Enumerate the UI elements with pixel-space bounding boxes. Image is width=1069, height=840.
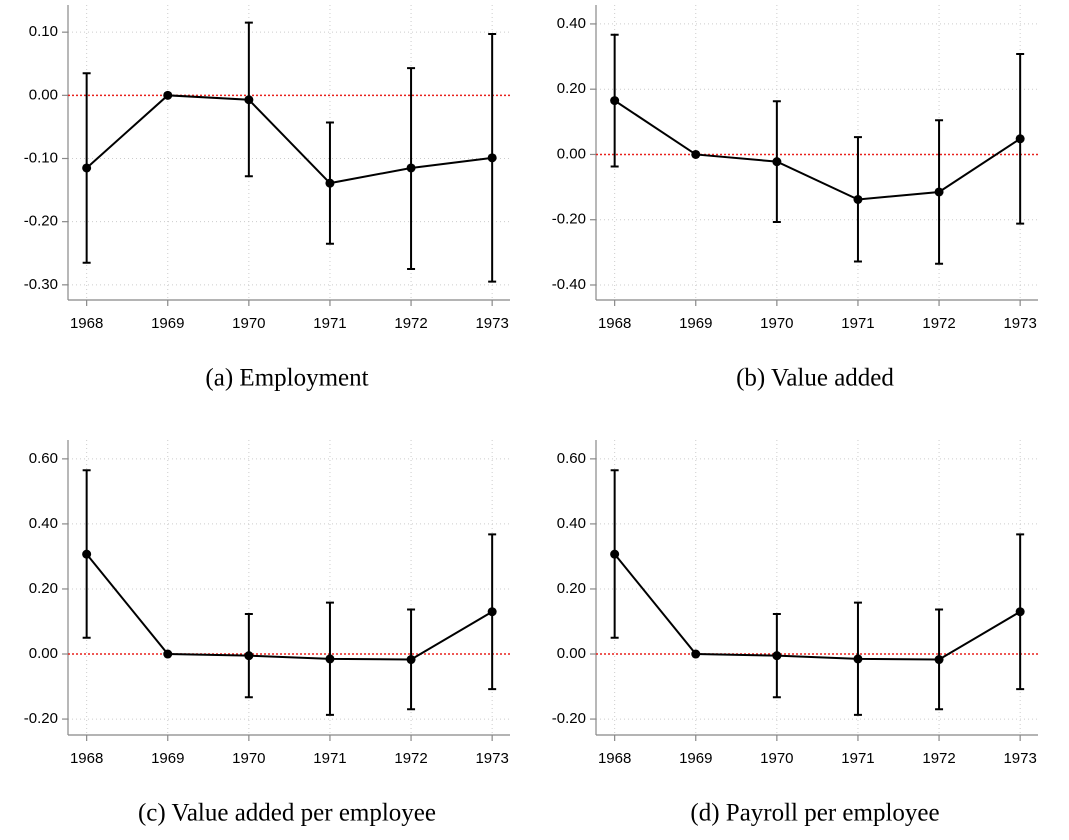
x-tick-label: 1971	[841, 315, 874, 332]
point	[82, 549, 92, 559]
caption: (d) Payroll per employee	[690, 800, 939, 827]
line	[85, 553, 493, 661]
x-tick-label: 1973	[1003, 315, 1036, 332]
y-tick-label: -0.40	[552, 276, 586, 293]
x-tick-label: 1972	[394, 315, 427, 332]
y-tick-label: 0.20	[557, 580, 586, 597]
x-tick-label: 1969	[679, 315, 712, 332]
point	[691, 649, 701, 659]
y-tick-label: 0.40	[557, 515, 586, 532]
x-tick-label: 1968	[70, 750, 103, 767]
x-tick-label: 1969	[151, 750, 184, 767]
y-tick-label: 0.20	[29, 580, 58, 597]
point	[406, 655, 416, 665]
x-tick-label: 1968	[70, 315, 103, 332]
x-tick-label: 1972	[394, 750, 427, 767]
point	[691, 149, 701, 159]
y-tick-label: -0.20	[552, 211, 586, 228]
x-tick-label: 1970	[760, 315, 793, 332]
point	[934, 655, 944, 665]
y-tick-label: 0.00	[557, 645, 586, 662]
y-tick-label: -0.20	[24, 710, 58, 727]
caption: (a) Employment	[205, 365, 368, 392]
y-tick-label: -0.20	[24, 213, 58, 230]
y-tick-label: -0.30	[24, 276, 58, 293]
x-tick-label: 1971	[313, 315, 346, 332]
point	[406, 163, 416, 173]
point	[487, 153, 497, 163]
point	[163, 90, 173, 100]
point	[853, 194, 863, 204]
x-tick-label: 1972	[922, 750, 955, 767]
y-tick-label: -0.20	[552, 710, 586, 727]
y-tick-label: 0.60	[29, 450, 58, 467]
point	[772, 651, 782, 661]
line	[85, 94, 493, 185]
line	[614, 99, 1021, 201]
y-tick-label: 0.00	[29, 86, 58, 103]
x-tick-label: 1972	[922, 315, 955, 332]
y-tick-label: 0.40	[29, 515, 58, 532]
y-tick-label: 0.00	[557, 145, 586, 162]
point	[244, 651, 254, 661]
x-tick-label: 1973	[475, 315, 508, 332]
y-tick-label: -0.10	[24, 149, 58, 166]
caption: (c) Value added per employee	[138, 800, 436, 827]
point	[1015, 134, 1025, 144]
x-tick-label: 1973	[1003, 750, 1036, 767]
x-tick-label: 1970	[232, 750, 265, 767]
point	[244, 95, 254, 105]
point	[163, 649, 173, 659]
x-tick-label: 1969	[151, 315, 184, 332]
y-tick-label: 0.00	[29, 645, 58, 662]
x-tick-label: 1973	[475, 750, 508, 767]
line	[613, 553, 1021, 661]
x-tick-label: 1968	[598, 750, 631, 767]
point	[934, 187, 944, 197]
point	[772, 157, 782, 167]
point	[82, 163, 92, 173]
y-tick-label: 0.10	[29, 23, 58, 40]
point	[853, 654, 863, 664]
y-tick-label: 0.20	[557, 80, 586, 97]
caption: (b) Value added	[736, 365, 894, 392]
point	[325, 654, 335, 664]
x-tick-label: 1969	[679, 750, 712, 767]
y-tick-label: 0.40	[557, 15, 586, 32]
point	[610, 549, 620, 559]
x-tick-label: 1971	[841, 750, 874, 767]
x-tick-label: 1968	[598, 315, 631, 332]
point	[610, 96, 620, 106]
x-tick-label: 1971	[313, 750, 346, 767]
point	[1015, 607, 1025, 617]
point	[487, 607, 497, 617]
x-tick-label: 1970	[760, 750, 793, 767]
x-tick-label: 1970	[232, 315, 265, 332]
y-tick-label: 0.60	[557, 450, 586, 467]
point	[325, 178, 335, 188]
